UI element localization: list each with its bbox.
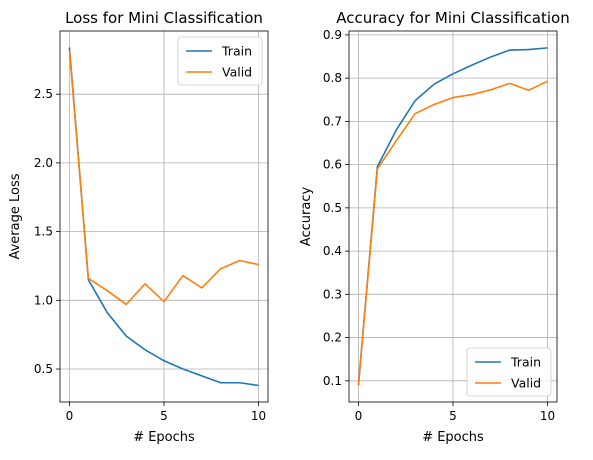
y-tick-label: 1.5: [34, 225, 53, 239]
legend-label-train: Train: [221, 44, 252, 59]
series-line-train: [68, 47, 259, 387]
y-tick-label: 2.0: [34, 156, 53, 170]
x-axis-label: # Epochs: [133, 430, 195, 445]
x-tick-label: 5: [160, 409, 168, 423]
legend-box: [177, 36, 263, 86]
x-tick-label: 5: [449, 409, 457, 423]
x-axis-label: # Epochs: [422, 430, 484, 445]
chart-title: Loss for Mini Classification: [65, 9, 263, 27]
series-line-valid: [68, 50, 259, 306]
x-tick-label: 0: [355, 409, 363, 423]
legend: Train Valid: [177, 36, 263, 86]
y-tick-label: 0.5: [323, 201, 342, 215]
legend-box: [466, 347, 552, 397]
y-tick-label: 0.3: [323, 287, 342, 301]
chart-panel-2: 0 5 10 0.1 0.2 0.3 0.4 0.5 0.6 0.7 0.8 0.9Accuracy …: [299, 9, 570, 445]
x-tick-label: 10: [540, 409, 555, 423]
chart-panel-1: 0 5 10 0.5 1.0 1.5 2.0 2.5 Loss for Mini Classif…: [8, 9, 269, 445]
y-axis-label: Average Loss: [8, 173, 23, 259]
series-line-train: [357, 47, 548, 386]
legend: Train Valid: [466, 347, 552, 397]
y-tick-label: 0.2: [323, 331, 342, 345]
y-tick-label: 2.5: [34, 87, 53, 101]
y-axis-label: Accuracy: [299, 187, 314, 247]
y-tick-label: 0.6: [323, 158, 342, 172]
y-tick-label: 0.7: [323, 114, 342, 128]
y-tick-label: 1.0: [34, 293, 53, 307]
x-tick-label: 0: [66, 409, 74, 423]
y-tick-label: 0.9: [323, 28, 342, 42]
y-tick-label: 0.4: [323, 244, 342, 258]
legend-label-valid: Valid: [222, 65, 252, 80]
y-tick-label: 0.1: [323, 374, 342, 388]
series-line-valid: [357, 80, 548, 386]
y-tick-label: 0.5: [34, 362, 53, 376]
legend-label-train: Train: [510, 355, 541, 370]
y-tick-label: 0.8: [323, 71, 342, 85]
x-tick-label: 10: [251, 409, 266, 423]
chart-title: Accuracy for Mini Classification: [336, 9, 569, 27]
legend-label-valid: Valid: [511, 376, 541, 391]
